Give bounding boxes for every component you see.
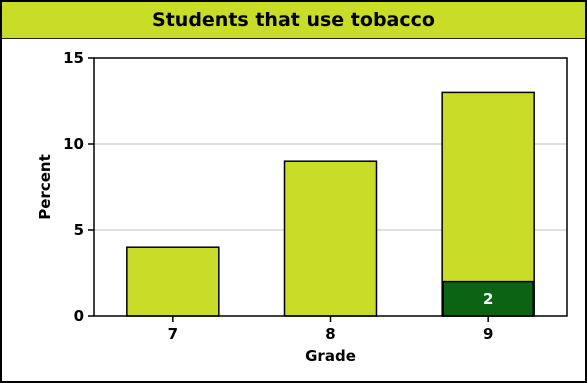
x-tick-label: 7 (168, 325, 178, 343)
chart-title-bar: Students that use tobacco (2, 2, 585, 39)
x-tick-label: 9 (483, 325, 493, 343)
x-tick-label: 8 (325, 325, 335, 343)
y-tick-label: 5 (74, 221, 84, 239)
annotation-badge (442, 280, 534, 317)
annotation-label: 2 (483, 290, 493, 308)
chart-title: Students that use tobacco (152, 9, 435, 31)
y-tick-label: 15 (63, 49, 84, 67)
y-tick-label: 0 (74, 307, 84, 325)
x-axis-title: Grade (305, 347, 356, 365)
bar (126, 246, 220, 317)
bar (283, 160, 378, 317)
y-tick-label: 10 (63, 135, 84, 153)
y-axis-title: Percent (36, 154, 54, 219)
